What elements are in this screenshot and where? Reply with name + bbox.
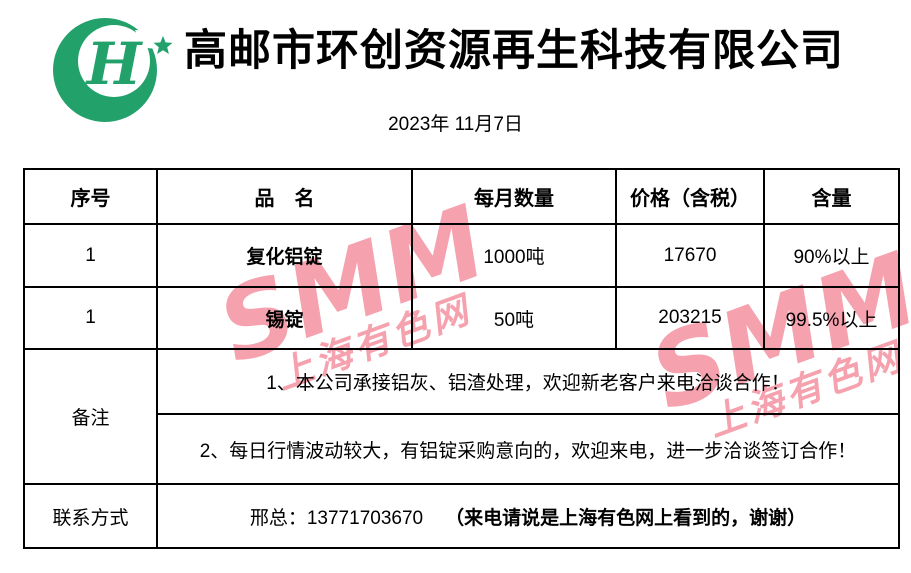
remarks-row: 备注 1、本公司承接铝灰、铝渣处理，欢迎新老客户来电洽谈合作！ — [23, 348, 900, 485]
price-value: 17670 — [615, 223, 765, 288]
quote-table: 序号 品 名 每月数量 价格（含税） 含量 1 复化铝锭 1000吨 17670… — [23, 168, 900, 549]
remark-item: 2、每日行情波动较大，有铝锭采购意向的，欢迎来电，进一步洽谈签订合作！ — [156, 413, 900, 485]
company-logo-icon: H — [53, 18, 173, 122]
col-header-purity: 含量 — [763, 168, 900, 225]
contact-cell: 邢总：13771703670 （来电请说是上海有色网上看到的，谢谢） — [156, 483, 900, 549]
monthly-quantity: 1000吨 — [411, 223, 617, 288]
purity-value: 90%以上 — [763, 223, 900, 288]
date-text: 2023年 11月7日 — [388, 114, 523, 135]
col-header-quantity: 每月数量 — [411, 168, 617, 225]
purity-value: 99.5%以上 — [763, 286, 900, 350]
table-row: 1 复化铝锭 1000吨 17670 90%以上 — [23, 223, 900, 288]
page-title: 高邮市环创资源再生科技有限公司 — [184, 27, 844, 75]
remarks-label: 备注 — [23, 348, 158, 485]
remark-item: 1、本公司承接铝灰、铝渣处理，欢迎新老客户来电洽谈合作！ — [156, 348, 900, 415]
product-name: 复化铝锭 — [156, 223, 413, 288]
row-index: 1 — [23, 223, 158, 288]
contact-phone: 邢总：13771703670 — [249, 507, 424, 529]
row-index: 1 — [23, 286, 158, 350]
remarks-row: 2、每日行情波动较大，有铝锭采购意向的，欢迎来电，进一步洽谈签订合作！ — [24, 413, 900, 485]
logo-star-icon — [153, 36, 173, 54]
col-header-price: 价格（含税） — [615, 168, 765, 225]
contact-note: （来电请说是上海有色网上看到的，谢谢） — [445, 507, 807, 529]
logo-letter: H — [85, 30, 144, 98]
contact-row: 联系方式 邢总：13771703670 （来电请说是上海有色网上看到的，谢谢） — [23, 483, 900, 549]
table-row: 1 锡锭 50吨 203215 99.5%以上 — [23, 286, 900, 350]
col-header-product: 品 名 — [156, 168, 413, 225]
price-value: 203215 — [615, 286, 765, 350]
table-header-row: 序号 品 名 每月数量 价格（含税） 含量 — [23, 168, 900, 225]
product-name: 锡锭 — [156, 286, 413, 350]
monthly-quantity: 50吨 — [411, 286, 617, 350]
col-header-index: 序号 — [23, 168, 158, 225]
contact-label: 联系方式 — [23, 483, 158, 549]
